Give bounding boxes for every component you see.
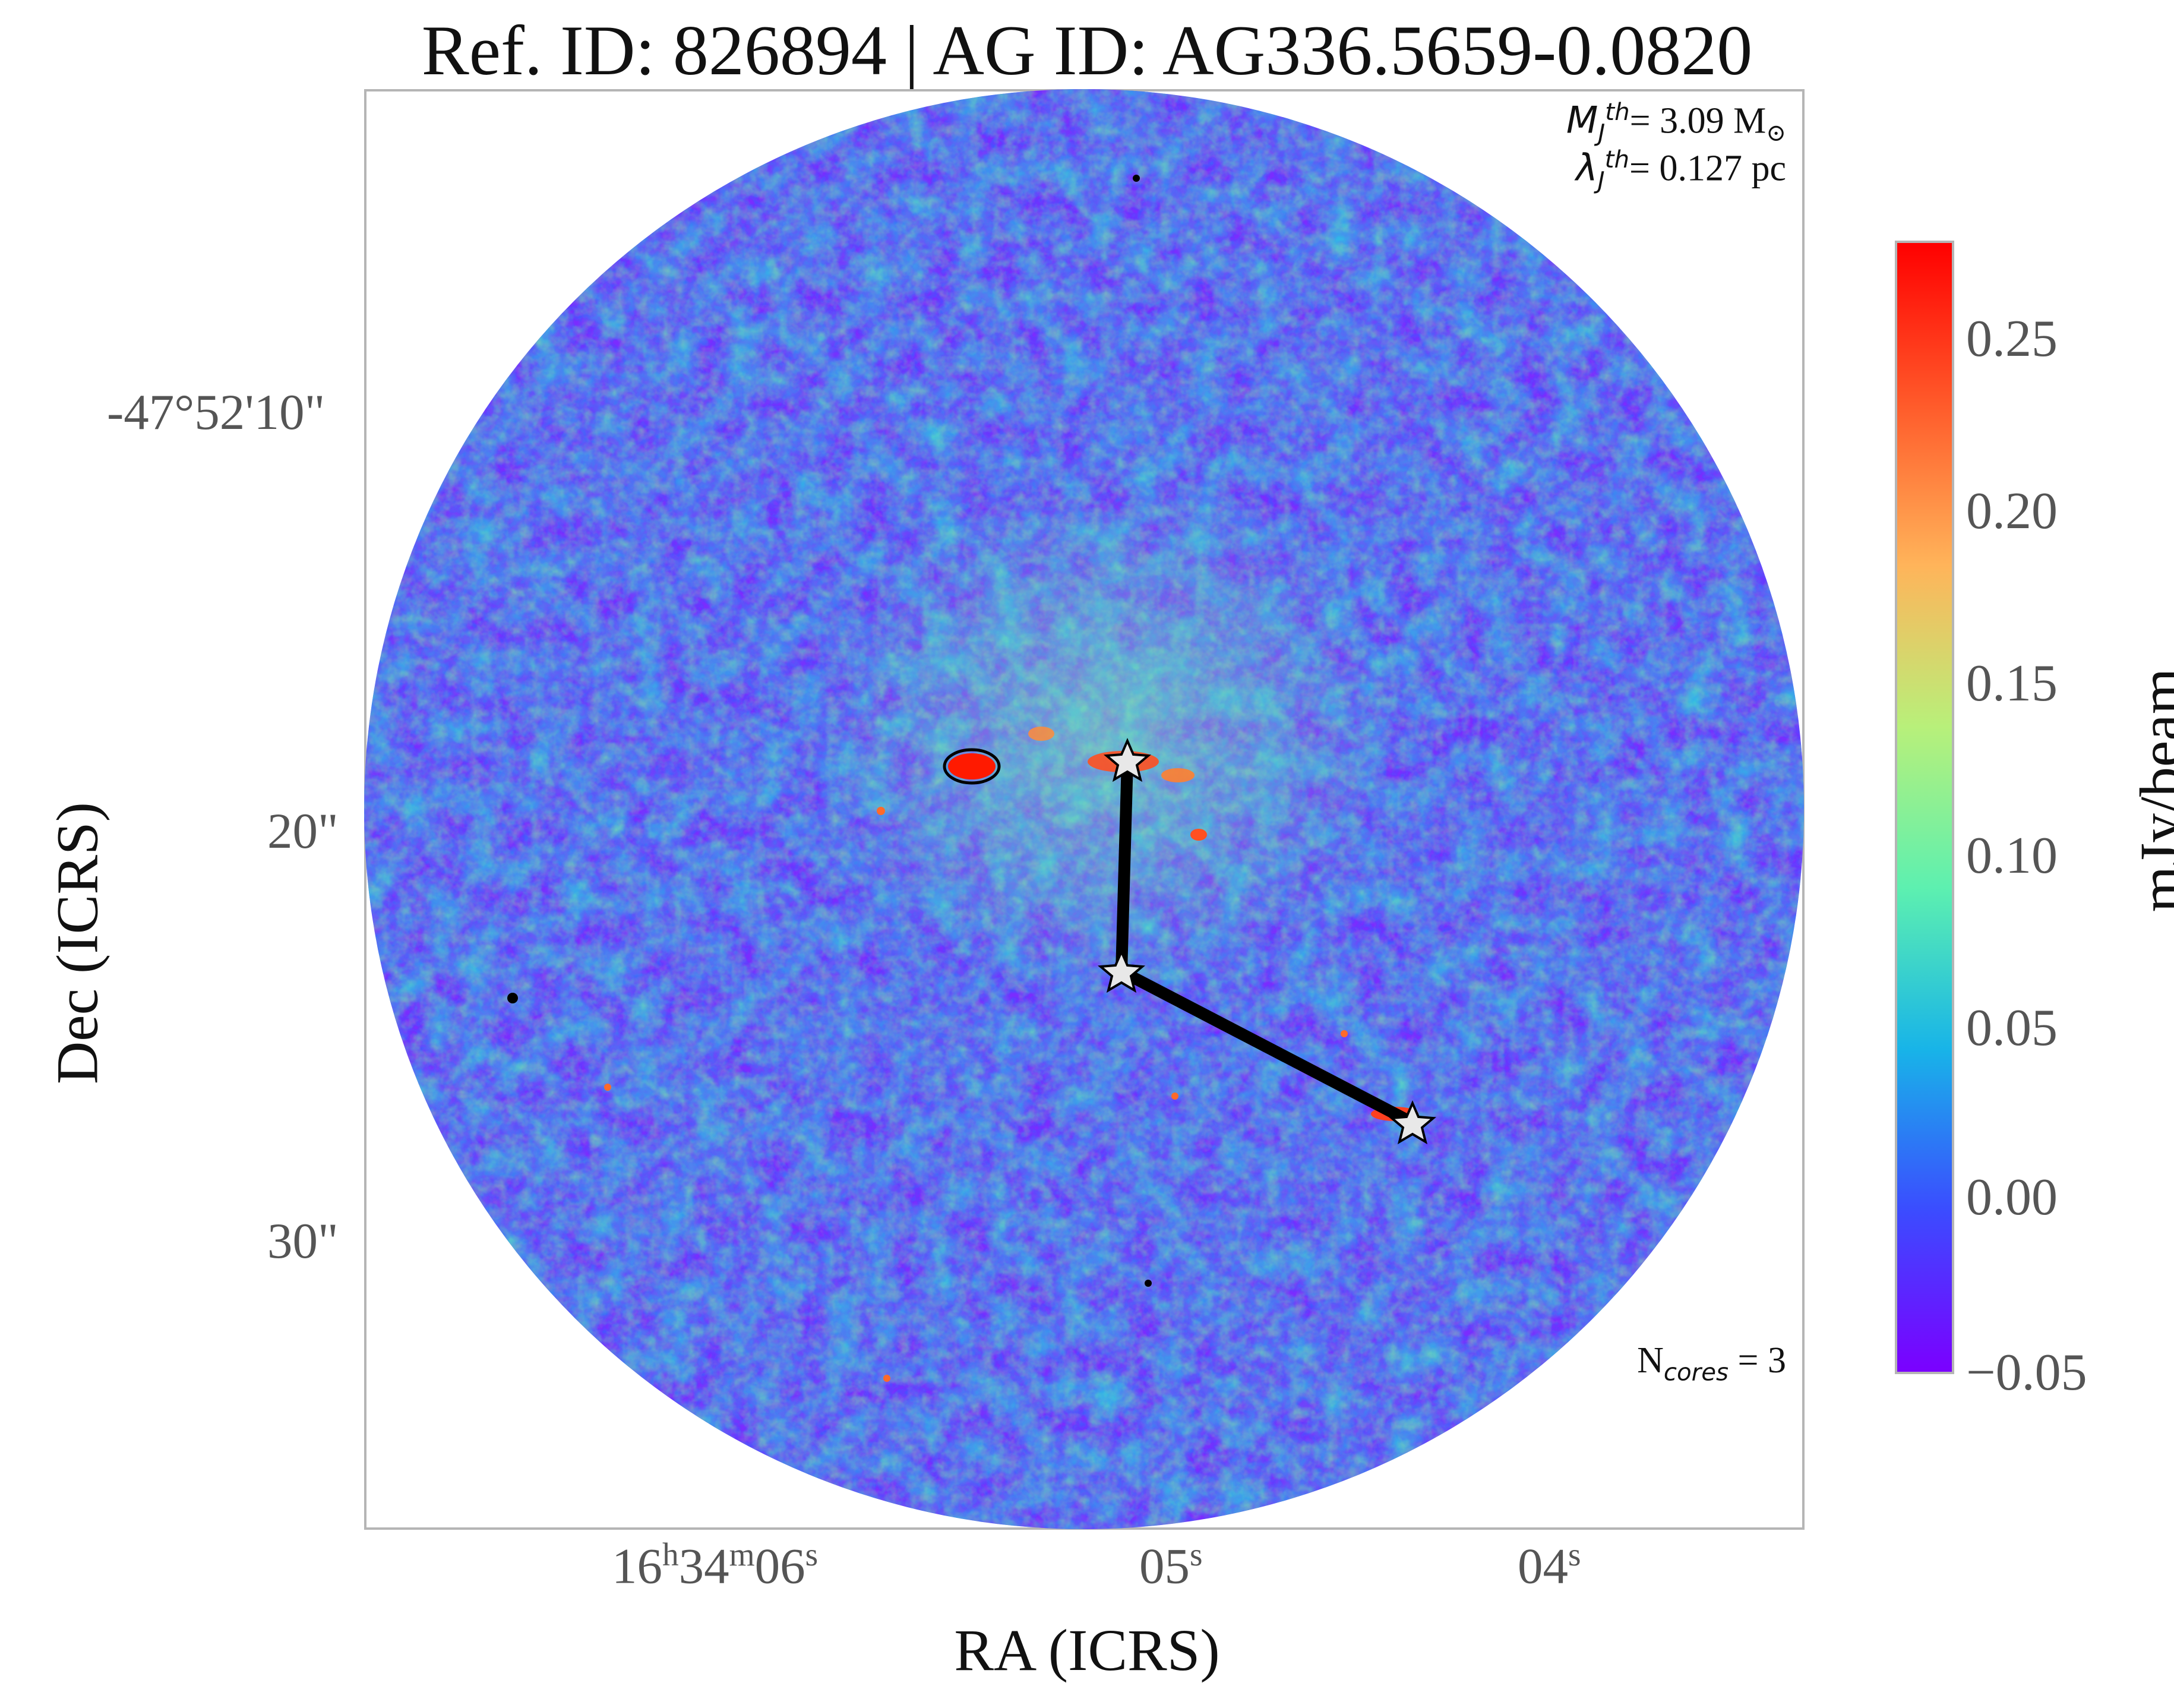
y-tick-label: 30" (267, 1213, 339, 1269)
y-tick-label: 20" (267, 803, 339, 859)
solar-mass-icon: ⊙ (1766, 119, 1786, 147)
lambda-value: = 0.127 pc (1629, 148, 1786, 189)
x-tick-label: 16h34m06s (612, 1536, 819, 1595)
cores-sub: cores (1663, 1358, 1729, 1387)
y-tick-label: -47°52'10" (107, 384, 326, 440)
colorbar-tick: −0.05 (1966, 1344, 2087, 1401)
lambda-sup: th (1604, 146, 1630, 173)
colorbar (1895, 241, 1954, 1374)
cores-value: = 3 (1729, 1340, 1786, 1381)
colorbar-tick: 0.00 (1966, 1169, 2058, 1226)
colorbar-tick: 0.15 (1966, 655, 2058, 712)
core-star-3 (1388, 1100, 1437, 1145)
mass-symbol: M (1566, 98, 1598, 142)
sky-map (364, 89, 1804, 1529)
plot-title: Ref. ID: 826894 | AG ID: AG336.5659-0.08… (421, 11, 1753, 90)
colorbar-tick: 0.05 (1966, 999, 2058, 1057)
core-star-2 (1097, 948, 1146, 993)
colorbar-label: mJy/beam (2128, 668, 2174, 913)
lambda-symbol: λ (1576, 146, 1598, 190)
x-tick-label: 04s (1518, 1536, 1581, 1595)
colorbar-tick: 0.25 (1966, 310, 2058, 368)
y-axis-label: Dec (ICRS) (44, 802, 110, 1084)
core-connections (1116, 760, 1415, 1128)
colorbar-tick: 0.20 (1966, 482, 2058, 540)
lambda-sub: J (1597, 166, 1605, 195)
central-emission (691, 404, 1522, 1141)
x-axis-label: RA (ICRS) (954, 1617, 1220, 1683)
jeans-length-annotation: λJth= 0.127 pc (1576, 146, 1786, 194)
x-tick-label: 05s (1139, 1536, 1203, 1595)
mass-sup: th (1605, 98, 1630, 126)
mass-sub: J (1598, 119, 1606, 147)
colorbar-tick: 0.10 (1966, 827, 2058, 885)
cores-prefix: N (1637, 1340, 1664, 1381)
core-markers (1097, 737, 1437, 1145)
mass-value: = 3.09 M (1629, 100, 1767, 141)
core-count-annotation: Ncores = 3 (1637, 1340, 1786, 1386)
jeans-mass-annotation: MJth= 3.09 M⊙ (1566, 98, 1786, 147)
core-star-1 (1103, 737, 1152, 782)
